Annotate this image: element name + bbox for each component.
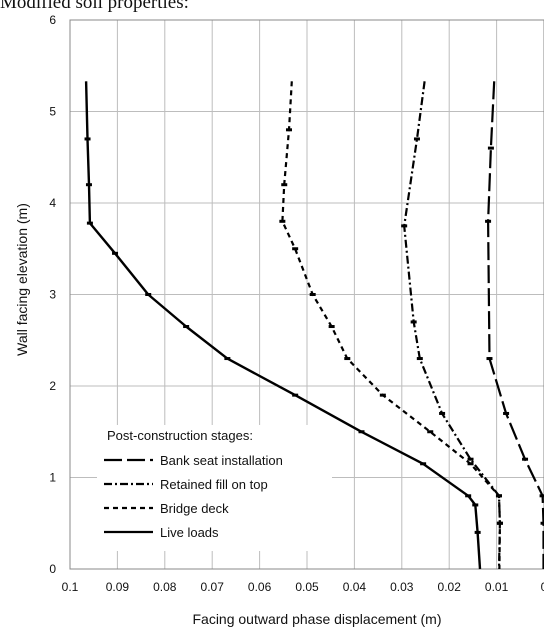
data-point-marker <box>522 457 529 461</box>
legend-entry: Live loads <box>160 525 219 540</box>
series-line-bridge-deck <box>281 81 501 570</box>
x-tick-label: 0.09 <box>106 580 130 594</box>
data-point-marker <box>292 393 299 397</box>
data-point-marker <box>224 357 231 361</box>
data-point-marker <box>503 411 510 415</box>
data-point-marker <box>292 247 299 251</box>
legend-box <box>97 425 332 551</box>
y-tick-label: 0 <box>49 562 56 576</box>
series-lines <box>84 81 544 570</box>
chart-header: Modified soil properties: <box>0 0 189 13</box>
data-point-marker <box>413 137 420 141</box>
y-tick-label: 5 <box>49 105 56 119</box>
data-point-marker <box>486 357 493 361</box>
x-tick-label: 0.01 <box>485 580 509 594</box>
data-point-marker <box>328 325 335 329</box>
plot-area <box>69 19 544 570</box>
legend-entry: Bank seat installation <box>160 453 283 468</box>
data-point-marker <box>410 320 417 324</box>
y-tick-label: 3 <box>49 288 56 302</box>
x-tick-label: 0.02 <box>438 580 462 594</box>
data-point-marker <box>420 462 427 466</box>
data-point-marker <box>358 430 365 434</box>
legend-entry: Bridge deck <box>160 501 229 516</box>
x-tick-label: 0.04 <box>343 580 367 594</box>
data-point-marker <box>474 530 481 534</box>
x-tick-label: 0.03 <box>390 580 414 594</box>
data-point-marker <box>85 183 92 187</box>
series-line-retained-fill-on-top <box>403 81 501 570</box>
legend-title: Post-construction stages: <box>107 428 253 443</box>
y-axis-label: Wall facing elevation (m) <box>14 203 30 356</box>
data-point-marker <box>472 503 479 507</box>
data-point-marker <box>540 521 544 525</box>
data-point-marker <box>487 146 494 150</box>
y-tick-label: 2 <box>49 379 56 393</box>
x-tick-label: 0.06 <box>248 580 272 594</box>
data-point-marker <box>467 462 474 466</box>
data-point-marker <box>279 219 286 223</box>
data-point-marker <box>539 494 544 498</box>
data-point-marker <box>495 494 502 498</box>
x-tick-label: 0.05 <box>295 580 319 594</box>
data-point-marker <box>401 224 408 228</box>
data-point-marker <box>485 219 492 223</box>
tick-labels: 0.1 0.09 0.08 0.07 0.06 0.05 0.04 0.03 0.02 0.01 0… <box>49 13 544 594</box>
data-point-marker <box>379 393 386 397</box>
x-tick-label: 0.1 <box>62 580 79 594</box>
data-point-marker <box>416 357 423 361</box>
data-point-marker <box>112 251 119 255</box>
x-tick-label: 0.07 <box>201 580 225 594</box>
data-point-marker <box>344 357 351 361</box>
x-axis-label: Facing outward phase displacement (m) <box>192 611 441 627</box>
data-point-marker <box>309 293 316 296</box>
x-tick-label: 0 <box>541 580 544 594</box>
data-point-marker <box>439 411 446 415</box>
x-tick-label: 0.08 <box>153 580 177 594</box>
data-point-marker <box>467 457 474 461</box>
data-point-marker <box>427 430 434 434</box>
y-tick-label: 1 <box>49 471 56 485</box>
data-point-marker <box>86 221 93 225</box>
legend-entry: Retained fill on top <box>160 477 268 492</box>
data-point-marker <box>496 521 503 525</box>
data-point-marker <box>281 183 288 187</box>
data-point-marker <box>285 128 292 132</box>
data-point-marker <box>465 494 472 498</box>
legend: Post-construction stages: Bank seat inst… <box>97 425 332 551</box>
data-point-marker <box>84 137 91 141</box>
y-tick-label: 4 <box>49 196 56 210</box>
data-point-marker <box>183 325 190 329</box>
y-tick-label: 6 <box>49 13 56 27</box>
data-point-marker <box>145 293 152 296</box>
